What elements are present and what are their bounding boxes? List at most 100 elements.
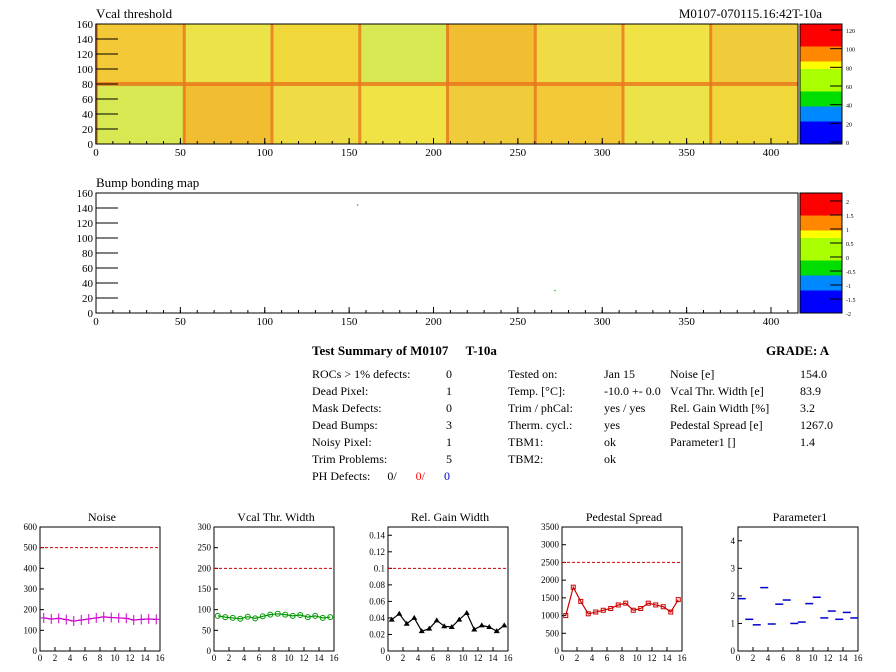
color-scale-band (800, 260, 842, 269)
plot-xtick-label: 10 (111, 653, 121, 663)
map-xtick-label: 50 (175, 147, 187, 159)
plot-xtick-label: 14 (141, 653, 151, 663)
test-value: -10.0 +- 0.0 (604, 384, 661, 398)
map-ytick-label: 80 (82, 248, 94, 260)
test-value: yes (604, 418, 620, 432)
plot-xtick-label: 8 (620, 653, 625, 663)
defect-value: 0 (446, 367, 452, 381)
color-scale-label: 40 (846, 104, 852, 110)
plot-point (441, 623, 448, 629)
defect-row: ROCs > 1% defects: 0 (312, 367, 452, 382)
color-scale-band (800, 193, 842, 201)
summary-panel: Test Summary of M0107 T-10a GRADE: A ROC… (312, 343, 852, 488)
map-roc-block (447, 24, 535, 84)
plot-ytick-label: 150 (198, 584, 212, 594)
plot-xtick-label: 6 (83, 653, 88, 663)
plot-point (304, 614, 311, 621)
test-label: Tested on: (508, 367, 558, 381)
map-roc-block (183, 24, 272, 84)
color-scale-band (800, 46, 842, 55)
plot-ytick-label: 4 (731, 536, 736, 546)
defect-row: Dead Pixel: 1 (312, 384, 452, 399)
color-scale-label: 1 (846, 228, 849, 234)
color-scale-label: -0.5 (846, 270, 856, 276)
test-row: Therm. cycl.: yes (508, 418, 620, 433)
map-roc-block (622, 84, 711, 144)
test-label: Temp. [°C]: (508, 384, 566, 398)
plot-xtick-label: 0 (212, 653, 217, 663)
test-row: Tested on: Jan 15 (508, 367, 635, 382)
defect-row: Dead Bumps: 3 (312, 418, 452, 433)
defect-value: 3 (446, 418, 452, 432)
plot-xtick-label: 16 (156, 653, 166, 663)
map-roc-edge (96, 82, 798, 86)
plot-xtick-label: 4 (416, 653, 421, 663)
map-xtick-label: 200 (425, 147, 442, 159)
map-ytick-label: 120 (77, 218, 94, 230)
plot-series-line (43, 616, 157, 622)
plot-point (297, 612, 304, 619)
color-scale-band (800, 208, 842, 216)
color-scale-band (800, 200, 842, 209)
plot-point (585, 611, 591, 617)
plot-point (327, 614, 334, 621)
plot-ytick-label: 300 (198, 522, 212, 532)
plot-point (319, 614, 326, 621)
map-ytick-label: 140 (77, 34, 94, 46)
param-value: 1.4 (800, 435, 815, 449)
plot-ytick-label: 0.04 (369, 613, 385, 623)
plot-ytick-label: 0 (33, 646, 38, 656)
param-label: Pedestal Spread [e] (670, 418, 763, 432)
plot-ytick-label: 0.14 (369, 530, 385, 540)
plot-ytick-label: 2 (731, 591, 736, 601)
plot-title: Pedestal Spread (586, 510, 662, 524)
color-scale-band (800, 129, 842, 137)
plot-series-line (217, 613, 331, 620)
param-label: Noise [e] (670, 367, 715, 381)
plot-ytick-label: 0 (555, 646, 560, 656)
plot-point (411, 614, 418, 620)
map-ytick-label: 100 (77, 64, 94, 76)
plot-point (600, 607, 606, 613)
map-ytick-label: 60 (82, 94, 94, 106)
defect-label: ROCs > 1% defects: (312, 367, 411, 381)
color-scale-label: 0 (846, 256, 849, 262)
plot-point (638, 605, 644, 611)
plot-point (237, 615, 244, 622)
summary-title-temp: T-10a (465, 343, 497, 358)
plot-xtick-label: 0 (38, 653, 43, 663)
plot-point (388, 616, 395, 622)
param-value: 3.2 (800, 401, 815, 415)
test-label: TBM2: (508, 452, 544, 466)
color-scale-band (800, 84, 842, 92)
plot-ytick-label: 3 (731, 563, 736, 573)
plot-xtick-label: 0 (386, 653, 391, 663)
plot-point (426, 625, 433, 631)
plot-frame (737, 526, 859, 652)
plot-point (229, 614, 236, 621)
param-row: Pedestal Spread [e] 1267.0 (670, 418, 833, 433)
color-scale-label: 0.5 (846, 242, 854, 248)
map-ytick-label: 160 (77, 19, 94, 31)
plot-point (668, 609, 674, 615)
map-xtick-label: 150 (341, 147, 358, 159)
defect-value: 1 (446, 384, 452, 398)
plot-ytick-label: 1 (731, 618, 736, 628)
map-xtick-label: 400 (763, 316, 780, 328)
map-ytick-label: 140 (77, 203, 94, 215)
plot-point (456, 616, 463, 622)
map-ytick-label: 0 (88, 139, 94, 151)
map-xtick-label: 100 (257, 316, 274, 328)
map-roc-block (271, 84, 360, 144)
ph-defects-label: PH Defects: (312, 469, 371, 483)
plot-point (593, 609, 599, 615)
plot-ytick-label: 0.12 (369, 547, 385, 557)
plot-ytick-label: 500 (24, 543, 38, 553)
plot-point (608, 605, 614, 611)
defect-row: Noisy Pixel: 1 (312, 435, 452, 450)
plot-xtick-label: 4 (68, 653, 73, 663)
color-scale-label: -1 (846, 284, 851, 290)
color-scale-band (800, 121, 842, 130)
plot-ytick-label: 600 (24, 522, 38, 532)
